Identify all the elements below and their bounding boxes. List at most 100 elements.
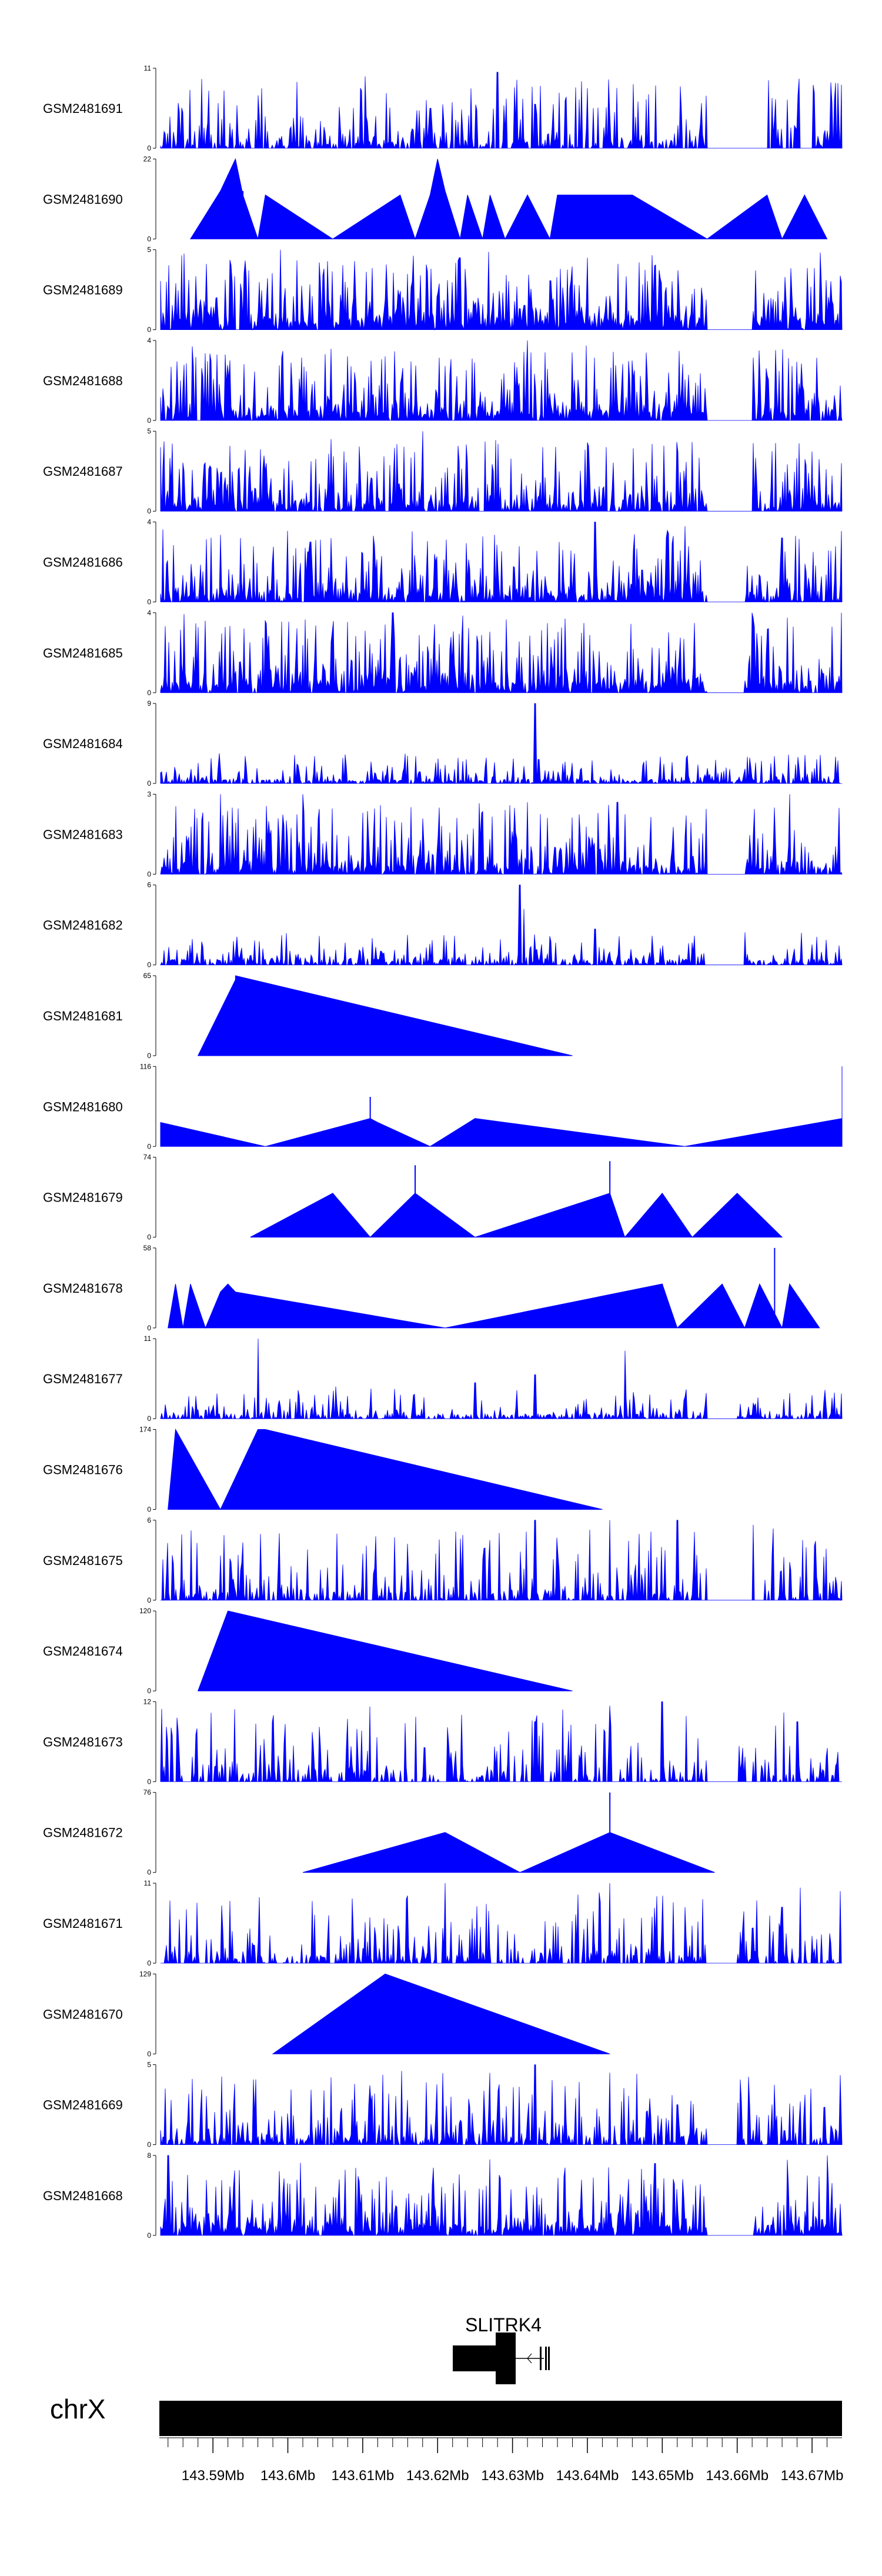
track-label: GSM2481691 <box>43 101 123 116</box>
y-axis-zero-label: 0 <box>147 1777 151 1786</box>
y-axis-max-label: 174 <box>139 1426 151 1434</box>
track-GSM2481673: GSM2481673 12 0 <box>43 1697 842 1786</box>
genome-axis: 143.59Mb 143.6Mb 143.61Mb 143.62Mb 143.63Mb 1… <box>159 2437 843 2484</box>
y-axis-max-label: 11 <box>144 64 152 72</box>
track-label: GSM2481689 <box>43 283 123 298</box>
coverage-area <box>160 340 843 422</box>
y-axis-max-label: 5 <box>147 2061 151 2069</box>
coverage-area <box>160 2155 843 2237</box>
y-axis-zero-label: 0 <box>147 2050 151 2058</box>
coverage-area <box>189 158 828 240</box>
y-axis-zero-label: 0 <box>147 1052 151 1060</box>
track-label: GSM2481669 <box>43 2098 123 2113</box>
coverage-area <box>160 1701 842 1783</box>
coverage-area <box>272 1973 610 2054</box>
y-axis-zero-label: 0 <box>147 1596 151 1604</box>
axis-tick-label: 143.59Mb <box>182 2468 245 2484</box>
gene-label: SLITRK4 <box>465 2314 542 2335</box>
track-GSM2481676: GSM2481676 174 0 <box>43 1426 603 1514</box>
y-axis-zero-label: 0 <box>147 326 151 334</box>
coverage-area <box>160 522 843 603</box>
coverage-area <box>160 72 843 149</box>
track-GSM2481670: GSM2481670 129 0 <box>43 1970 610 2058</box>
track-GSM2481668: GSM2481668 8 0 <box>43 2151 843 2240</box>
coverage-area <box>160 1339 843 1420</box>
chromosome-bar <box>159 2401 842 2436</box>
track-label: GSM2481668 <box>43 2188 123 2203</box>
gene-cds-block <box>496 2333 516 2384</box>
track-label: GSM2481685 <box>43 646 123 660</box>
track-label: GSM2481686 <box>43 555 123 570</box>
track-label: GSM2481688 <box>43 373 123 388</box>
track-GSM2481687: GSM2481687 5 0 <box>43 427 843 515</box>
y-axis-zero-label: 0 <box>147 870 151 878</box>
y-axis-zero-label: 0 <box>147 235 151 243</box>
strand-arrow <box>527 2353 532 2364</box>
track-GSM2481682: GSM2481682 6 0 <box>43 881 843 969</box>
track-GSM2481686: GSM2481686 4 0 <box>43 518 843 606</box>
y-axis-zero-label: 0 <box>147 1414 151 1423</box>
track-GSM2481680: GSM2481680 116 0 <box>43 1062 843 1150</box>
y-axis-max-label: 58 <box>143 1244 152 1252</box>
coverage-area <box>168 1283 820 1329</box>
y-axis-max-label: 129 <box>139 1970 151 1978</box>
track-label: GSM2481684 <box>43 736 123 751</box>
track-GSM2481683: GSM2481683 3 0 <box>43 790 843 878</box>
axis-tick-label: 143.63Mb <box>481 2468 544 2484</box>
y-axis-zero-label: 0 <box>147 507 151 515</box>
axis-tick-label: 143.65Mb <box>631 2468 694 2484</box>
y-axis-max-label: 4 <box>147 336 151 345</box>
coverage-area <box>160 612 843 694</box>
y-axis-max-label: 4 <box>147 609 151 617</box>
coverage-area <box>160 1066 843 1147</box>
track-GSM2481685: GSM2481685 4 0 <box>43 609 843 697</box>
track-GSM2481688: GSM2481688 4 0 <box>43 336 843 425</box>
track-label: GSM2481680 <box>43 1099 123 1114</box>
track-GSM2481689: GSM2481689 5 0 <box>43 246 843 334</box>
chromosome-ideogram: chrX <box>50 2394 842 2436</box>
y-axis-zero-label: 0 <box>147 1868 151 1877</box>
coverage-area <box>168 1428 603 1510</box>
axis-tick-label: 143.6Mb <box>260 2468 315 2484</box>
coverage-area <box>160 703 842 785</box>
gene-exon <box>545 2347 547 2370</box>
axis-tick-label: 143.64Mb <box>556 2468 619 2484</box>
track-label: GSM2481679 <box>43 1190 123 1205</box>
y-axis-zero-label: 0 <box>147 2141 151 2149</box>
track-label: GSM2481682 <box>43 918 123 933</box>
track-GSM2481671: GSM2481671 11 0 <box>43 1879 842 1967</box>
gene-track: SLITRK4 <box>453 2314 550 2384</box>
track-GSM2481677: GSM2481677 11 0 <box>43 1334 843 1423</box>
y-axis-max-label: 11 <box>144 1879 152 1887</box>
y-axis-zero-label: 0 <box>147 416 151 425</box>
track-label: GSM2481687 <box>43 464 123 479</box>
track-GSM2481681: GSM2481681 65 0 <box>43 972 573 1060</box>
y-axis-zero-label: 0 <box>147 689 151 697</box>
y-axis-max-label: 5 <box>147 427 151 435</box>
y-axis-zero-label: 0 <box>147 1233 151 1242</box>
y-axis-max-label: 4 <box>147 518 151 526</box>
coverage-area <box>160 794 843 875</box>
coverage-area <box>160 249 843 331</box>
gene-exon <box>540 2347 542 2370</box>
y-axis-max-label: 65 <box>143 972 152 980</box>
y-axis-zero-label: 0 <box>147 1506 151 1514</box>
track-label: GSM2481683 <box>43 827 123 842</box>
y-axis-max-label: 8 <box>147 2151 151 2160</box>
gene-utr-block <box>453 2345 497 2371</box>
y-axis-zero-label: 0 <box>147 598 151 606</box>
coverage-area <box>160 885 843 966</box>
track-GSM2481691: GSM2481691 11 0 <box>43 64 843 152</box>
y-axis-zero-label: 0 <box>147 779 151 788</box>
track-label: GSM2481675 <box>43 1553 123 1568</box>
y-axis-max-label: 120 <box>139 1607 151 1615</box>
y-axis-zero-label: 0 <box>147 2231 151 2240</box>
y-axis-zero-label: 0 <box>147 1687 151 1695</box>
track-label: GSM2481670 <box>43 2007 123 2021</box>
y-axis-max-label: 11 <box>144 1334 152 1343</box>
coverage-area <box>160 431 843 512</box>
track-label: GSM2481681 <box>43 1009 123 1023</box>
y-axis-max-label: 116 <box>140 1062 151 1070</box>
